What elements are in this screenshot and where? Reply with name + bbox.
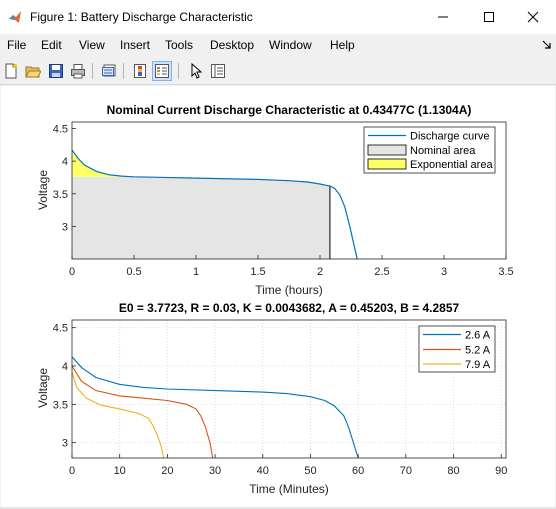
maximize-icon xyxy=(484,12,494,22)
open-file-icon xyxy=(25,66,41,78)
bottom-axes[interactable]: 0 10 20 30 40 50 60 70 80 90 3 3.5 4 4.5 E0 = 3.7723,… xyxy=(36,301,507,496)
legend-label-exponential-area: Exponential area xyxy=(410,159,493,171)
bottom-axes-grid xyxy=(72,320,506,458)
window-titlebar: Figure 1: Battery Discharge Characterist… xyxy=(0,0,556,34)
legend-label-5-2a: 5.2 A xyxy=(465,345,491,357)
colorbar-icon xyxy=(134,64,146,78)
figure-canvas: 0 0.5 1 1.5 2 2.5 3 3.5 3 3.5 4 4.5 Nominal Current… xyxy=(1,86,555,507)
bottom-x-tick-label: 60 xyxy=(352,465,364,477)
bottom-x-tick-label: 70 xyxy=(400,465,412,477)
print-icon xyxy=(71,64,85,79)
bottom-y-tick-label: 3 xyxy=(62,438,68,450)
legend-label-discharge-curve: Discharge curve xyxy=(410,131,489,143)
bottom-y-tick-label: 3.5 xyxy=(53,399,68,411)
top-x-tick-label: 3 xyxy=(441,266,447,278)
save-icon xyxy=(49,64,63,78)
bottom-axes-ticks: 0 10 20 30 40 50 60 70 80 90 3 3.5 4 4.5 xyxy=(53,323,508,477)
series-5-2a-line xyxy=(71,365,214,459)
bottom-x-tick-label: 30 xyxy=(209,465,221,477)
bottom-y-tick-label: 4 xyxy=(62,361,68,373)
figure-plots: 0 0.5 1 1.5 2 2.5 3 3.5 3 3.5 4 4.5 Nominal Current… xyxy=(36,103,514,496)
toolbar-separator xyxy=(92,63,93,79)
top-y-tick-label: 3.5 xyxy=(53,189,68,201)
menu-bar: File Edit View Insert Tools Desktop Wind… xyxy=(0,34,556,56)
top-x-axis-label: Time (hours) xyxy=(255,283,323,297)
series-7-9a-line xyxy=(71,371,165,459)
new-figure-button[interactable] xyxy=(1,61,21,81)
top-y-tick-label: 4 xyxy=(62,156,68,168)
nominal-area-fill xyxy=(72,176,330,259)
top-legend[interactable]: Discharge curve Nominal area Exponential… xyxy=(363,126,496,174)
bottom-x-tick-label: 20 xyxy=(161,465,173,477)
top-axes[interactable]: 0 0.5 1 1.5 2 2.5 3 3.5 3 3.5 4 4.5 Nominal Current… xyxy=(36,103,514,297)
menu-tools[interactable]: Tools xyxy=(165,38,194,52)
new-figure-icon xyxy=(5,63,17,79)
top-x-tick-label: 1.5 xyxy=(250,266,265,278)
minimize-button[interactable] xyxy=(420,0,466,34)
top-x-tick-label: 3.5 xyxy=(498,266,513,278)
menu-window[interactable]: Window xyxy=(269,38,312,52)
window-bottom-edge xyxy=(0,507,556,509)
close-icon xyxy=(527,11,539,23)
legend-label-7-9a: 7.9 A xyxy=(465,359,491,371)
bottom-axes-box xyxy=(71,319,507,459)
bottom-x-tick-label: 0 xyxy=(69,465,75,477)
series-2-6a-line xyxy=(71,356,359,459)
toolbar-separator xyxy=(123,63,124,79)
menu-insert[interactable]: Insert xyxy=(120,38,151,52)
menu-desktop[interactable]: Desktop xyxy=(210,38,255,52)
print-preview-icon xyxy=(102,64,116,77)
bottom-x-tick-label: 50 xyxy=(304,465,316,477)
menu-dock-arrow-icon[interactable] xyxy=(542,40,552,50)
top-x-tick-label: 0 xyxy=(69,266,75,278)
legend-icon xyxy=(155,64,169,78)
edit-plot-button[interactable] xyxy=(186,61,206,81)
save-button[interactable] xyxy=(46,61,66,81)
bottom-legend[interactable]: 2.6 A 5.2 A 7.9 A xyxy=(418,325,496,373)
top-axes-ticks: 0 0.5 1 1.5 2 2.5 3 3.5 3 3.5 4 4.5 xyxy=(53,124,514,278)
exponential-area-fill xyxy=(72,150,134,177)
open-file-button[interactable] xyxy=(23,61,43,81)
top-y-axis-label: Voltage xyxy=(36,170,50,210)
top-x-tick-label: 2 xyxy=(317,266,323,278)
top-y-tick-label: 3 xyxy=(62,221,68,233)
discharge-curve-line xyxy=(71,149,358,260)
matlab-logo-icon xyxy=(9,11,21,23)
print-preview-button[interactable] xyxy=(99,61,119,81)
menu-file[interactable]: File xyxy=(7,38,27,52)
legend-label-2-6a: 2.6 A xyxy=(465,330,491,342)
window-title: Figure 1: Battery Discharge Characterist… xyxy=(30,10,253,24)
insert-colorbar-button[interactable] xyxy=(130,61,150,81)
bottom-x-tick-label: 90 xyxy=(495,465,507,477)
minimize-icon xyxy=(438,16,448,18)
bottom-y-tick-label: 4.5 xyxy=(53,323,68,335)
insert-legend-button[interactable] xyxy=(152,61,172,81)
toolbar-separator xyxy=(178,63,179,79)
pointer-icon xyxy=(191,63,203,79)
legend-swatch-nominal-area xyxy=(367,144,407,156)
menu-view[interactable]: View xyxy=(79,38,105,52)
bottom-x-tick-label: 10 xyxy=(114,465,126,477)
figure-toolbar xyxy=(0,58,556,85)
top-chart-title: Nominal Current Discharge Characteristic… xyxy=(107,103,472,117)
top-x-tick-label: 0.5 xyxy=(126,266,141,278)
bottom-x-tick-label: 40 xyxy=(257,465,269,477)
maximize-button[interactable] xyxy=(466,0,512,34)
menu-edit[interactable]: Edit xyxy=(41,38,62,52)
bottom-y-axis-label: Voltage xyxy=(36,368,50,408)
close-button[interactable] xyxy=(510,0,556,34)
bottom-chart-title: E0 = 3.7723, R = 0.03, K = 0.0043682, A … xyxy=(119,301,460,315)
top-x-tick-label: 2.5 xyxy=(374,266,389,278)
top-x-tick-label: 1 xyxy=(193,266,199,278)
bottom-x-axis-label: Time (Minutes) xyxy=(249,482,329,496)
property-inspector-icon xyxy=(211,64,225,78)
print-button[interactable] xyxy=(68,61,88,81)
property-inspector-button[interactable] xyxy=(208,61,228,81)
legend-label-nominal-area: Nominal area xyxy=(410,145,476,157)
bottom-x-tick-label: 80 xyxy=(447,465,459,477)
top-y-tick-label: 4.5 xyxy=(53,124,68,136)
top-axes-box xyxy=(71,121,507,260)
legend-swatch-exponential-area xyxy=(367,158,407,170)
menu-help[interactable]: Help xyxy=(330,38,355,52)
